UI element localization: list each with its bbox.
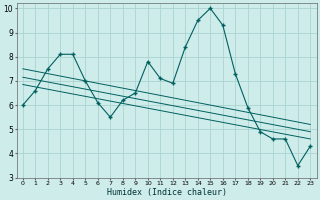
X-axis label: Humidex (Indice chaleur): Humidex (Indice chaleur) [107,188,227,197]
